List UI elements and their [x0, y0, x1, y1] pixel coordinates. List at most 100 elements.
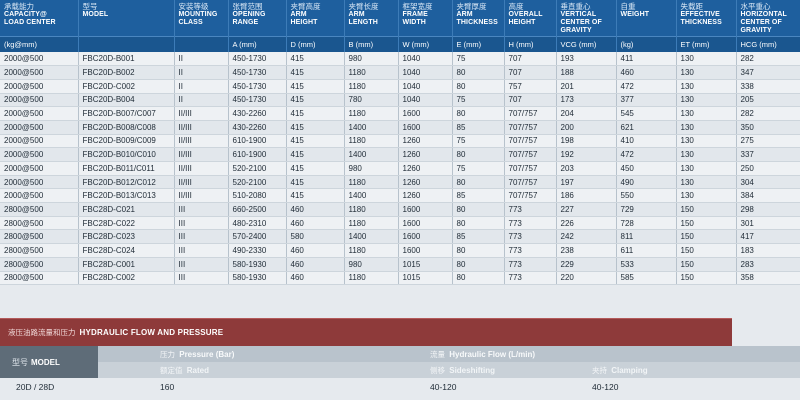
table-cell: 707: [504, 52, 557, 67]
unit-cell: [78, 35, 175, 52]
column-header: 张臂范围 OPENING RANGE: [228, 0, 287, 36]
column-header-cn: 失载距: [680, 2, 704, 11]
column-header: 夹臂高度 ARM HEIGHT: [286, 0, 345, 36]
table-cell: FBC20D-C002: [78, 79, 175, 94]
table-cell: 1015: [398, 271, 453, 286]
table-cell: 580-1930: [228, 271, 287, 286]
table-cell: 707/757: [504, 188, 557, 204]
table-cell: 130: [676, 65, 737, 80]
table-cell: 1040: [398, 93, 453, 108]
column-header-cn: 夹臂高度: [290, 2, 321, 11]
table-cell: 415: [286, 188, 345, 204]
table-cell: 570-2400: [228, 229, 287, 245]
table-cell: FBC20D-B009/C009: [78, 134, 175, 149]
table-cell: III: [174, 243, 229, 258]
table-cell: 201: [556, 79, 617, 94]
table-row: 2000@500 FBC20D-B012/C012 II/III 520-2100 41…: [0, 175, 800, 190]
column-header-en: OPENING: [232, 11, 266, 18]
table-cell: 773: [504, 229, 557, 245]
table-cell: FBC20D-B011/C011: [78, 161, 175, 176]
column-header-en: ARM: [456, 11, 473, 18]
table-cell: 1600: [398, 106, 453, 121]
table-cell: 183: [736, 243, 800, 258]
table-cell: 707: [504, 93, 557, 108]
table-cell: 350: [736, 120, 800, 135]
table-cell: II: [174, 79, 229, 94]
table-cell: 150: [676, 216, 737, 231]
column-header-en: CAPACITY@: [4, 11, 47, 18]
table-cell: 707: [504, 65, 557, 80]
table-cell: 773: [504, 202, 557, 217]
sideshift-label: 侧移 Sideshifting: [430, 365, 495, 376]
table-cell: 480-2310: [228, 216, 287, 231]
table-cell: 227: [556, 202, 617, 217]
table-cell: 220: [556, 271, 617, 286]
table-cell: 460: [286, 216, 345, 231]
table-cell: 80: [452, 106, 505, 121]
table-cell: FBC20D-B008/C008: [78, 120, 175, 135]
table-row: 2000@500 FBC20D-B013/C013 II/III 510-2080 41…: [0, 188, 800, 204]
table-cell: 1600: [398, 229, 453, 245]
table-cell: 203: [556, 161, 617, 176]
table-cell: 188: [556, 65, 617, 80]
table-cell: II/III: [174, 175, 229, 190]
table-row: 2000@500 FBC20D-B009/C009 II/III 610-1900 41…: [0, 134, 800, 149]
table-cell: 773: [504, 243, 557, 258]
table-cell: 337: [736, 147, 800, 162]
hydraulic-header-row-2: 额定值 Rated 侧移 Sideshifting 夹持 Clamping: [98, 362, 800, 378]
table-cell: III: [174, 216, 229, 231]
table-cell: 2800@500: [0, 257, 79, 272]
table-cell: 130: [676, 175, 737, 190]
table-cell: 298: [736, 202, 800, 217]
column-header-cn: 夹臂厚度: [456, 2, 487, 11]
table-cell: 1400: [344, 147, 399, 162]
spec-table-body: 2000@500 FBC20D-B001 II 450-1730 415 980 1040 7…: [0, 52, 800, 286]
table-cell: 980: [344, 161, 399, 176]
table-cell: 80: [452, 147, 505, 162]
table-cell: 450: [616, 161, 677, 176]
column-header-en: CLASS: [178, 19, 203, 26]
table-cell: 242: [556, 229, 617, 245]
column-header-en: WEIGHT: [620, 11, 650, 18]
table-cell: 75: [452, 161, 505, 176]
table-cell: 2800@500: [0, 202, 79, 217]
table-cell: 75: [452, 93, 505, 108]
clamping-label-en: Clamping: [611, 366, 648, 375]
table-cell: 1040: [398, 65, 453, 80]
unit-cell: A (mm): [228, 35, 287, 52]
table-cell: FBC20D-B010/C010: [78, 147, 175, 162]
sideshift-label-cn: 侧移: [430, 366, 445, 375]
rated-label-cn: 额定值: [160, 366, 183, 375]
unit-cell: (kg): [616, 35, 677, 52]
table-cell: FBC20D-B004: [78, 93, 175, 108]
table-cell: 707/757: [504, 106, 557, 121]
table-cell: 1180: [344, 271, 399, 286]
table-cell: 1180: [344, 65, 399, 80]
table-cell: 80: [452, 65, 505, 80]
table-row: 2000@500 FBC20D-B010/C010 II/III 610-1900 41…: [0, 147, 800, 162]
table-cell: 205: [736, 93, 800, 108]
table-cell: 229: [556, 257, 617, 272]
table-cell: 460: [286, 202, 345, 217]
column-header-cn: 垂直重心: [560, 2, 591, 11]
table-cell: 415: [286, 120, 345, 135]
table-cell: 621: [616, 120, 677, 135]
column-header-en: LOAD CENTER: [4, 19, 56, 26]
table-row: 2000@500 FBC20D-B002 II 450-1730 415 1180 1040…: [0, 65, 800, 80]
table-cell: 1015: [398, 257, 453, 272]
table-cell: 1260: [398, 175, 453, 190]
hydraulic-title-cn: 液压油路流量和压力: [8, 328, 76, 337]
column-header: 型号 MODEL: [78, 0, 175, 36]
table-cell: 1600: [398, 216, 453, 231]
table-cell: 1180: [344, 216, 399, 231]
table-cell: 80: [452, 175, 505, 190]
flow-label-en: Hydraulic Flow (L/min): [449, 350, 536, 359]
column-header-en: THICKNESS: [456, 19, 498, 26]
column-header-en: ARM: [290, 11, 307, 18]
column-header-en: LENGTH: [348, 19, 378, 26]
table-cell: 275: [736, 134, 800, 149]
unit-row: (kg@mm) A (mm) D (mm) B (mm) W (mm) E (mm) H (…: [0, 35, 800, 52]
column-header-en: CENTER OF: [560, 19, 602, 26]
table-cell: 80: [452, 216, 505, 231]
column-header-en: GRAVITY: [740, 27, 772, 34]
